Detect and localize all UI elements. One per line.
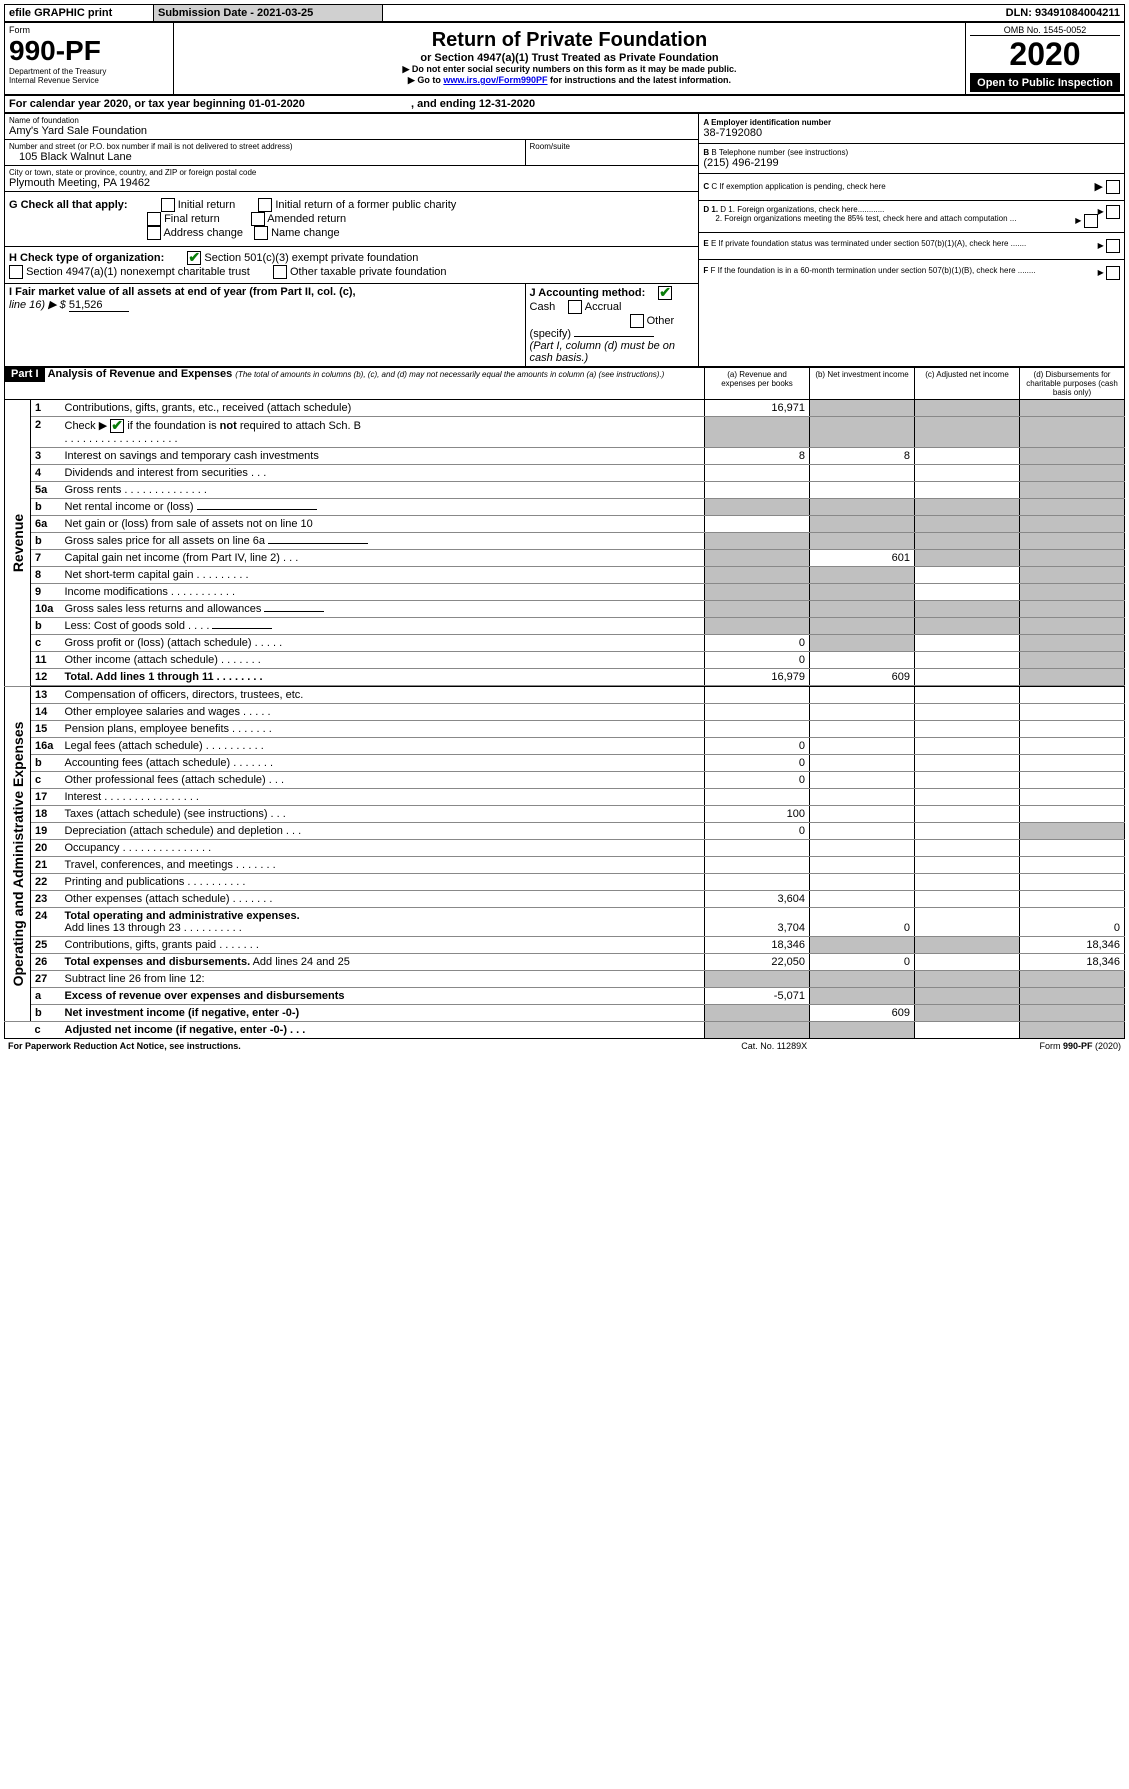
tax-year: 2020 (970, 36, 1120, 74)
form-link[interactable]: www.irs.gov/Form990PF (443, 75, 547, 85)
j-note: (Part I, column (d) must be on cash basi… (530, 340, 676, 364)
form-title: Return of Private Foundation (178, 29, 961, 52)
part1-note: (The total of amounts in columns (b), (c… (235, 370, 664, 379)
form-number: 990-PF (9, 35, 169, 67)
schB-cb[interactable] (110, 419, 124, 433)
omb: OMB No. 1545-0052 (970, 25, 1120, 36)
expenses-label: Operating and Administrative Expenses (10, 722, 26, 987)
f-cb[interactable] (1106, 266, 1120, 280)
submission-date: Submission Date - 2021-03-25 (154, 5, 383, 22)
e-cb[interactable] (1106, 239, 1120, 253)
col-b: (b) Net investment income (810, 368, 915, 400)
col-a: (a) Revenue and expenses per books (705, 368, 810, 400)
fmv-value: 51,526 (69, 299, 129, 312)
footer-left: For Paperwork Reduction Act Notice, see … (4, 1039, 672, 1053)
accrual-cb[interactable] (568, 300, 582, 314)
revenue-label: Revenue (10, 514, 26, 572)
footer-mid: Cat. No. 11289X (672, 1039, 877, 1053)
col-c: (c) Adjusted net income (915, 368, 1020, 400)
phone-label: B B Telephone number (see instructions) (703, 148, 1120, 157)
c-cb[interactable] (1106, 180, 1120, 194)
foundation-name: Amy's Yard Sale Foundation (9, 125, 694, 137)
501c3-cb[interactable] (187, 251, 201, 265)
note2: ▶ Go to www.irs.gov/Form990PF for instru… (178, 75, 961, 86)
efile-btn[interactable]: efile GRAPHIC print (5, 5, 154, 22)
form-word: Form (9, 25, 169, 35)
part1-label: Part I (5, 366, 45, 382)
h-label: H Check type of organization: (9, 252, 164, 264)
initial-return-cb[interactable] (161, 198, 175, 212)
i-label: I Fair market value of all assets at end… (9, 286, 356, 298)
form-header: Form 990-PF Department of the Treasury I… (4, 22, 1125, 95)
other-taxable-cb[interactable] (273, 265, 287, 279)
ein-label: A Employer identification number (703, 118, 1120, 127)
footer-right: Form 990-PF (2020) (877, 1039, 1125, 1053)
entity-block: Name of foundation Amy's Yard Sale Found… (4, 113, 1125, 367)
dln: DLN: 93491084004211 (916, 5, 1125, 22)
addr-label: Number and street (or P.O. box number if… (9, 142, 521, 151)
form-subtitle: or Section 4947(a)(1) Trust Treated as P… (178, 52, 961, 64)
open-public: Open to Public Inspection (970, 74, 1120, 92)
footer: For Paperwork Reduction Act Notice, see … (4, 1039, 1125, 1053)
d2-cb[interactable] (1084, 214, 1098, 228)
4947-cb[interactable] (9, 265, 23, 279)
c-label: C C If exemption application is pending,… (703, 182, 885, 191)
dept1: Department of the Treasury (9, 67, 169, 76)
addr-change-cb[interactable] (147, 226, 161, 240)
col-d: (d) Disbursements for charitable purpose… (1020, 368, 1125, 400)
j-label: J Accounting method: (530, 287, 646, 299)
d1-cb[interactable] (1106, 205, 1120, 219)
city-label: City or town, state or province, country… (9, 168, 694, 177)
cash-cb[interactable] (658, 286, 672, 300)
period-row: For calendar year 2020, or tax year begi… (4, 95, 1125, 113)
other-method-cb[interactable] (630, 314, 644, 328)
phone-value: (215) 496-2199 (703, 157, 1120, 169)
amended-cb[interactable] (251, 212, 265, 226)
ein-value: 38-7192080 (703, 127, 1120, 139)
note1: ▶ Do not enter social security numbers o… (178, 64, 961, 75)
final-return-cb[interactable] (147, 212, 161, 226)
city-state-zip: Plymouth Meeting, PA 19462 (9, 177, 694, 189)
dept2: Internal Revenue Service (9, 76, 169, 85)
part1-title: Analysis of Revenue and Expenses (48, 368, 233, 380)
room-label: Room/suite (525, 140, 698, 166)
name-change-cb[interactable] (254, 226, 268, 240)
street-address: 105 Black Walnut Lane (9, 151, 521, 163)
name-label: Name of foundation (9, 116, 694, 125)
top-bar: efile GRAPHIC print Submission Date - 20… (4, 4, 1125, 22)
g-label: G Check all that apply: (9, 199, 128, 211)
part1-table: Part I Analysis of Revenue and Expenses … (4, 367, 1125, 1039)
initial-former-cb[interactable] (258, 198, 272, 212)
